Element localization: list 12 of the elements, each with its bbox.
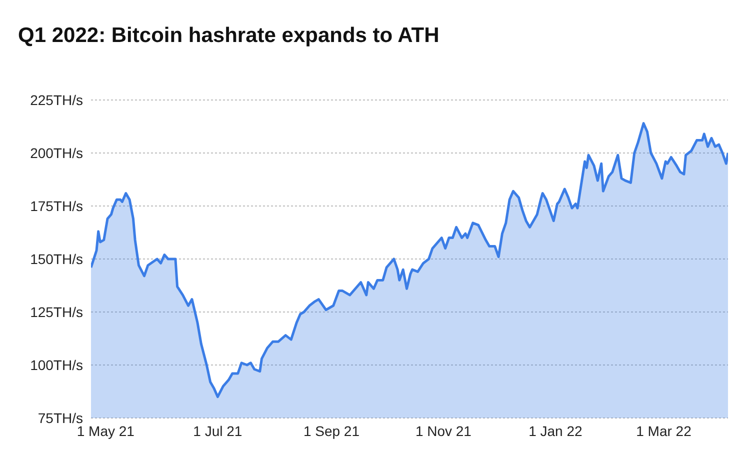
x-tick-label: 1 Mar 22: [636, 422, 692, 439]
y-tick-label: 225TH/s: [30, 92, 83, 108]
y-tick-label: 200TH/s: [30, 144, 83, 161]
y-tick-label: 100TH/s: [30, 356, 83, 373]
x-tick-label: 1 Jan 22: [528, 422, 583, 439]
y-tick-label: 150TH/s: [30, 250, 83, 267]
y-tick-label: 125TH/s: [30, 304, 83, 320]
x-tick-label: 1 Sep 21: [303, 422, 360, 439]
y-tick-label: 175TH/s: [30, 198, 83, 214]
x-tick-label: 1 Jul 21: [193, 422, 242, 439]
x-tick-label: 1 Nov 21: [415, 422, 472, 439]
chart-title: Q1 2022: Bitcoin hashrate expands to ATH: [17, 23, 440, 49]
